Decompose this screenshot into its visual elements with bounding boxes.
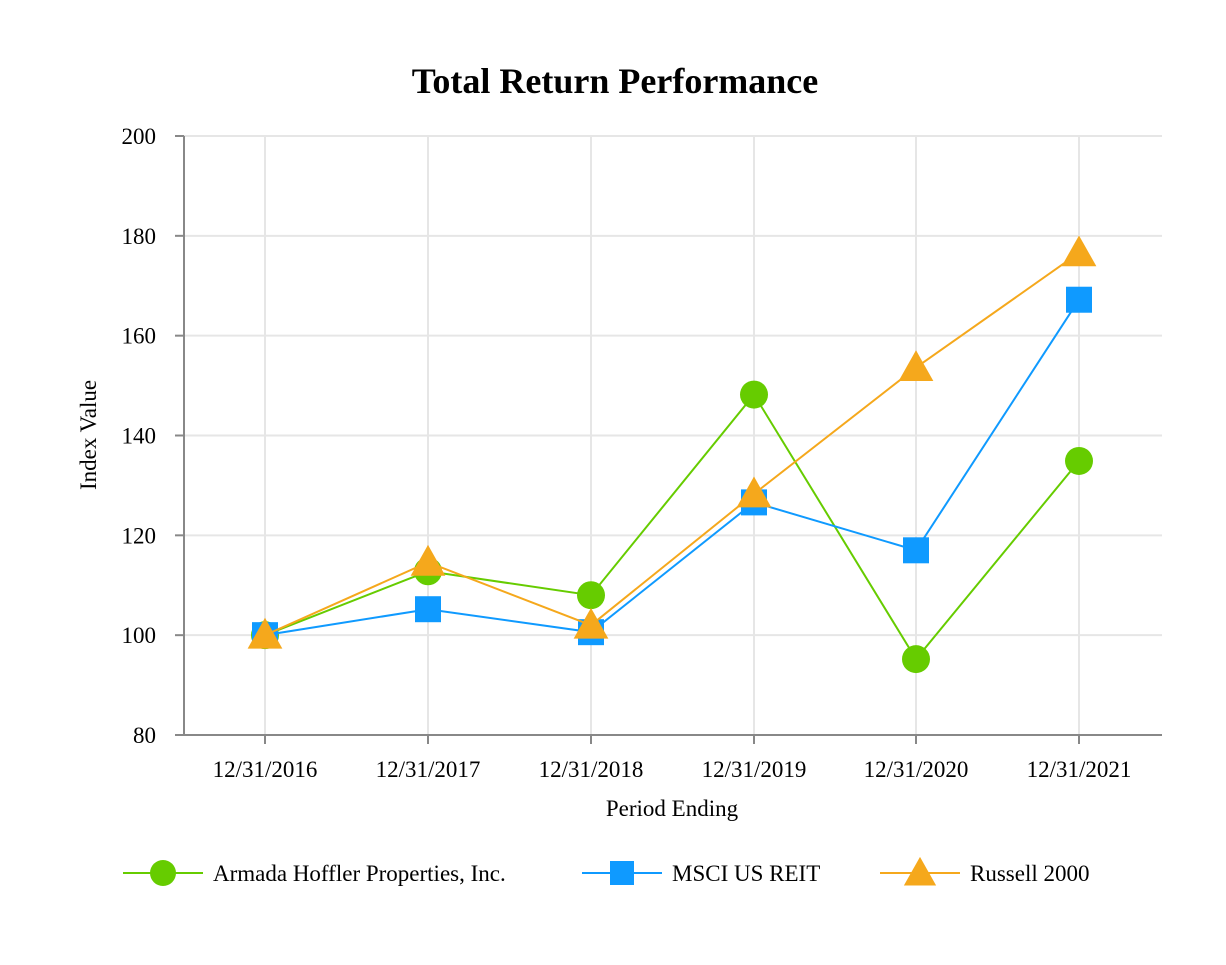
data-point-russell-2000 bbox=[898, 350, 934, 382]
axes bbox=[175, 135, 1162, 744]
data-point-armada-hoffler-properties-inc bbox=[902, 645, 930, 674]
grid bbox=[184, 135, 1162, 735]
y-tick-label: 160 bbox=[122, 324, 157, 349]
series-line-armada-hoffler-properties-inc bbox=[264, 392, 1080, 661]
y-tick-label: 80 bbox=[133, 723, 156, 748]
y-axis-label: Index Value bbox=[76, 380, 101, 490]
legend-label: MSCI US REIT bbox=[672, 861, 820, 886]
data-point-russell-2000 bbox=[410, 544, 446, 576]
y-tick-label: 200 bbox=[122, 124, 157, 149]
tick-labels: 80 100 120 140 160 180 200 12/31/2016 12/31/2017… bbox=[122, 124, 1132, 782]
x-tick-label: 12/31/2017 bbox=[376, 757, 481, 782]
y-tick-label: 120 bbox=[122, 523, 157, 548]
legend-label: Russell 2000 bbox=[970, 861, 1089, 886]
y-tick-label: 100 bbox=[122, 623, 157, 648]
x-tick-label: 12/31/2020 bbox=[864, 757, 969, 782]
x-tick-label: 12/31/2021 bbox=[1027, 757, 1132, 782]
series-line-russell-2000 bbox=[264, 251, 1080, 637]
chart-title: Total Return Performance bbox=[412, 61, 819, 101]
series-russell-2000 bbox=[247, 235, 1097, 649]
legend: Armada Hoffler Properties, Inc. MSCI US R… bbox=[123, 856, 1089, 886]
x-tick-label: 12/31/2018 bbox=[539, 757, 644, 782]
data-point-armada-hoffler-properties-inc bbox=[577, 581, 605, 610]
data-point-armada-hoffler-properties-inc bbox=[740, 380, 768, 409]
data-point-russell-2000 bbox=[247, 617, 283, 649]
legend-label: Armada Hoffler Properties, Inc. bbox=[213, 861, 506, 886]
legend-item-armada-hoffler-properties-inc: Armada Hoffler Properties, Inc. bbox=[123, 860, 506, 886]
legend-item-russell-2000: Russell 2000 bbox=[880, 856, 1089, 886]
x-tick-label: 12/31/2016 bbox=[213, 757, 318, 782]
legend-item-msci-us-reit: MSCI US REIT bbox=[582, 861, 820, 886]
data-point-msci-us-reit bbox=[1066, 286, 1092, 313]
legend-marker-triangle bbox=[903, 856, 937, 886]
data-point-msci-us-reit bbox=[415, 596, 441, 623]
series-armada-hoffler-properties-inc bbox=[251, 380, 1093, 674]
data-point-russell-2000 bbox=[573, 607, 609, 639]
legend-marker-square bbox=[610, 861, 634, 885]
x-tick-label: 12/31/2019 bbox=[702, 757, 807, 782]
y-tick-label: 180 bbox=[122, 224, 157, 249]
data-point-russell-2000 bbox=[736, 476, 772, 508]
legend-marker-circle bbox=[150, 860, 176, 886]
series-line-msci-us-reit bbox=[264, 299, 1080, 637]
data-point-msci-us-reit bbox=[903, 537, 929, 564]
y-tick-label: 140 bbox=[122, 424, 157, 449]
data-point-russell-2000 bbox=[1061, 235, 1097, 267]
series-msci-us-reit bbox=[252, 286, 1092, 649]
x-axis-label: Period Ending bbox=[606, 796, 739, 821]
series bbox=[247, 235, 1097, 674]
data-point-armada-hoffler-properties-inc bbox=[1065, 446, 1093, 475]
